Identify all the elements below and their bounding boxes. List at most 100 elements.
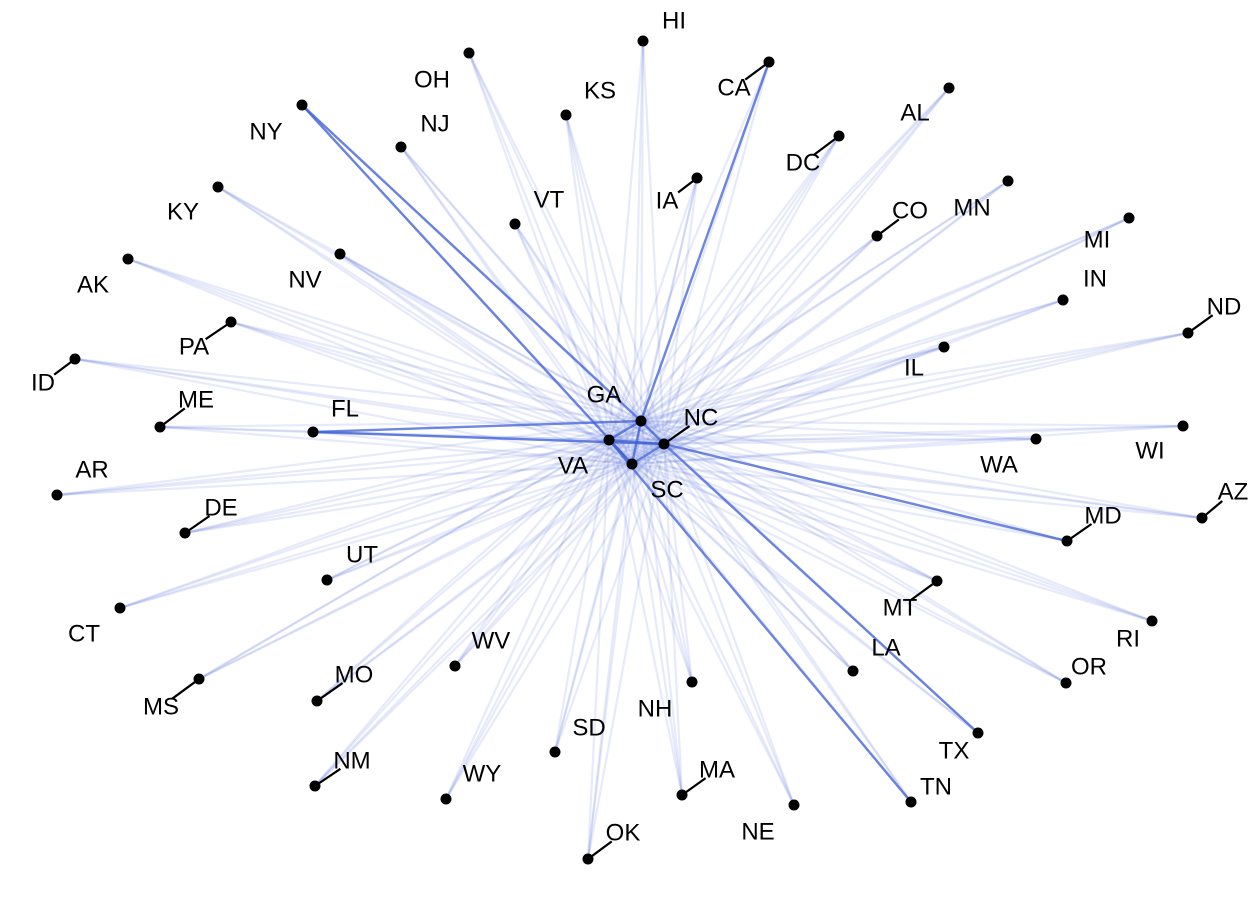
node-label-OK: OK	[606, 820, 641, 847]
leader-line-MO	[318, 682, 344, 701]
edge-RI-NC	[663, 442, 1153, 623]
edge-MT-GA	[640, 420, 938, 582]
leader-line-PA	[204, 322, 230, 341]
node-MS	[193, 673, 205, 685]
node-label-MI: MI	[1084, 227, 1111, 254]
node-label-IA: IA	[656, 188, 679, 215]
leader-line-IA	[677, 178, 697, 194]
edge-AZ-NC	[663, 442, 1203, 520]
leader-line-MT	[910, 581, 937, 601]
node-label-SC: SC	[650, 477, 683, 504]
edge-NV-GA	[339, 253, 642, 422]
node-label-AK: AK	[77, 272, 109, 299]
edge-ID-SC	[74, 357, 633, 466]
node-AK	[122, 253, 134, 265]
edge-ID-GA	[74, 357, 642, 423]
edge-ID-NC	[74, 357, 665, 446]
node-IA	[691, 172, 703, 184]
edge-WY-NC	[445, 443, 665, 800]
edge-KY-GA	[217, 186, 642, 422]
edge-IL-SC	[631, 345, 945, 466]
edge-AK-SC	[127, 257, 633, 466]
edge-KY-VA	[217, 186, 610, 441]
edge-WY-GA	[445, 420, 642, 800]
node-label-NE: NE	[741, 819, 774, 846]
node-WA	[1030, 433, 1042, 445]
node-label-MO: MO	[335, 662, 374, 689]
edge-AL-SC	[631, 87, 950, 465]
edge-MS-VA	[198, 439, 610, 680]
node-OR	[1060, 677, 1072, 689]
node-OH	[463, 47, 475, 59]
label-leader-layer	[53, 62, 1223, 859]
edge-RI-GA	[640, 419, 1153, 623]
edge-WA-VA	[608, 437, 1037, 442]
edge-NV-SC	[339, 253, 633, 465]
edge-NE-SC	[631, 463, 795, 806]
edge-layer	[56, 40, 1203, 860]
node-NH	[686, 676, 698, 688]
edge-MD-VA	[608, 438, 1068, 543]
edge-MT-SC	[631, 462, 938, 583]
node-MO	[311, 695, 323, 707]
edge-AZ-VA	[608, 438, 1203, 520]
node-label-TX: TX	[939, 738, 970, 765]
node-PA	[225, 316, 237, 328]
node-NE	[788, 799, 800, 811]
edge-SD-GA	[553, 420, 643, 753]
node-label-DE: DE	[204, 495, 237, 522]
edge-HI-SC	[630, 40, 645, 465]
edge-strong-NY-SC	[301, 104, 633, 465]
leader-line-AZ	[1202, 500, 1223, 518]
edge-VT-NC	[514, 223, 665, 445]
node-MN	[1002, 175, 1014, 187]
node-NM	[309, 780, 321, 792]
edge-WV-NC	[454, 443, 665, 667]
edge-UT-SC	[326, 462, 633, 582]
edge-IN-GA	[640, 298, 1064, 423]
edge-OH-GA	[468, 52, 642, 422]
edge-MT-VA	[608, 438, 938, 583]
node-KY	[212, 181, 224, 193]
edge-MN-NC	[663, 180, 1009, 445]
edge-MO-GA	[316, 420, 642, 702]
node-layer	[51, 35, 1208, 865]
node-label-VT: VT	[534, 187, 565, 214]
node-label-LA: LA	[871, 635, 900, 662]
edge-AK-NC	[127, 257, 665, 446]
edge-NM-NC	[314, 443, 665, 787]
leader-line-ND	[1188, 314, 1214, 333]
edge-AR-VA	[56, 438, 610, 497]
edge-ME-GA	[159, 419, 642, 429]
node-AZ	[1196, 512, 1208, 524]
node-AR	[51, 489, 63, 501]
node-label-TN: TN	[920, 774, 952, 801]
edge-IN-SC	[631, 298, 1064, 466]
edge-MA-VA	[607, 439, 684, 796]
node-AL	[943, 82, 955, 94]
leader-line-DC	[813, 136, 839, 156]
node-label-IN: IN	[1083, 266, 1107, 293]
node-label-WV: WV	[472, 628, 511, 655]
node-label-DC: DC	[786, 150, 821, 177]
edge-TN-GA	[640, 420, 912, 803]
edge-CA-VA	[607, 61, 771, 441]
edge-MI-NC	[663, 217, 1130, 445]
node-label-NC: NC	[684, 405, 719, 432]
edge-WI-VA	[608, 424, 1184, 442]
edge-KY-SC	[217, 186, 633, 465]
edge-OK-VA	[586, 439, 611, 860]
edge-AL-VA	[608, 87, 950, 441]
node-label-MN: MN	[953, 195, 990, 222]
edge-UT-GA	[326, 420, 642, 581]
node-label-FL: FL	[331, 396, 359, 423]
edge-DC-GA	[640, 135, 840, 422]
edge-AL-GA	[640, 87, 950, 422]
node-label-HI: HI	[662, 8, 686, 35]
edge-strong-CA-GA	[639, 61, 771, 422]
edge-strong-GA-SC	[630, 420, 643, 465]
edge-CO-NC	[663, 235, 878, 445]
node-label-NJ: NJ	[420, 111, 449, 138]
edge-NE-VA	[608, 439, 795, 806]
